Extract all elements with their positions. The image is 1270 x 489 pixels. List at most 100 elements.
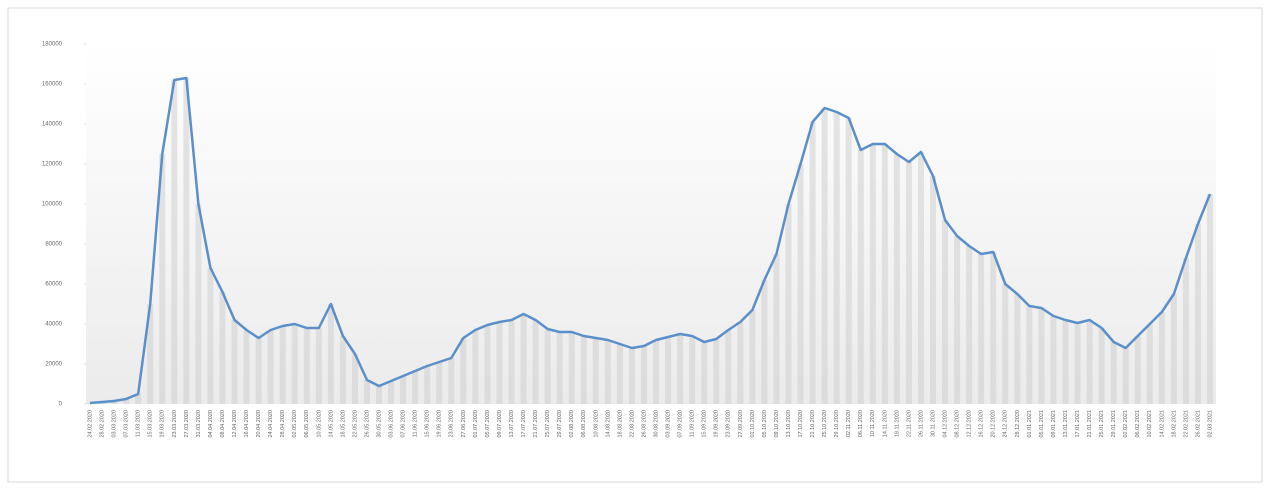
bar [869,144,876,404]
bar [183,78,190,404]
x-tick-label: 23.03.2020 [172,410,178,438]
x-tick-label: 14.05.2020 [328,410,334,438]
x-tick-label: 13.10.2020 [786,410,792,438]
x-tick-label: 20.12.2020 [991,410,997,438]
x-tick-label: 27.03.2020 [184,410,190,438]
bar [1086,320,1093,404]
x-tick-label: 14.11.2020 [882,410,888,437]
y-tick-label: 120000 [42,162,63,168]
bar [219,292,226,404]
bar [388,381,395,404]
x-tick-label: 28.12.2020 [1015,410,1021,438]
bar [930,176,937,404]
x-tick-label: 02.08.2020 [569,410,575,438]
bar [363,380,370,404]
bar [689,336,696,404]
x-tick-label: 19.09.2020 [714,410,720,438]
x-tick-label: 22.05.2020 [352,410,358,438]
y-tick-label: 40000 [45,322,62,328]
bar [1158,312,1165,404]
x-tick-label: 31.03.2020 [196,410,202,438]
x-tick-label: 27.09.2020 [738,410,744,438]
x-tick-label: 03.06.2020 [389,410,395,438]
x-tick-label: 29.10.2020 [834,410,840,438]
x-tick-label: 02.05.2020 [292,410,298,438]
x-tick-label: 24.02.2020 [87,410,93,438]
bar [448,358,455,404]
x-tick-label: 16.04.2020 [244,410,250,438]
bar [460,338,467,404]
bar [351,354,358,404]
bar [857,150,864,404]
bar [701,342,708,404]
x-tick-label: 16.12.2020 [979,410,985,438]
y-tick-label: 160000 [42,82,63,88]
y-tick-label: 80000 [45,242,62,248]
bar [881,144,888,404]
bar [1050,316,1057,404]
x-tick-label: 10.05.2020 [316,410,322,438]
x-tick-label: 14.02.2021 [1159,410,1165,438]
bar [677,334,684,404]
x-tick-label: 02.11.2020 [846,410,852,437]
x-tick-label: 09.10.2020 [774,410,780,438]
series-line [89,76,1212,405]
bar [315,328,322,404]
plot-area [86,44,1216,404]
bar [917,152,924,404]
x-tick-label: 02.03.2021 [1207,410,1213,438]
bar [749,310,756,404]
bar [243,330,250,404]
x-tick-label: 03.09.2020 [666,410,672,438]
x-tick-label: 26.05.2020 [364,410,370,438]
x-tick-label: 11.03.2020 [136,410,142,437]
x-tick-label: 22.11.2020 [906,410,912,437]
x-tick-label: 28.02.2020 [99,410,105,438]
bar [147,304,154,404]
bar [1170,294,1177,404]
bar [1146,324,1153,404]
x-tick-label: 06.08.2020 [581,410,587,438]
bar [472,330,479,404]
bar [1014,294,1021,404]
x-tick-label: 13.01.2021 [1063,410,1069,438]
x-tick-label: 09.07.2020 [497,410,503,438]
x-tick-label: 15.06.2020 [425,410,431,438]
x-tick-label: 07.09.2020 [678,410,684,438]
x-tick-label: 17.07.2020 [521,410,527,438]
bar [484,325,491,404]
bar [893,154,900,404]
bar [171,80,178,404]
bar [797,164,804,404]
x-tick-label: 18.11.2020 [894,410,900,437]
x-tick-label: 03.03.2020 [112,410,118,438]
x-tick-label: 01.10.2020 [750,410,756,438]
bar [400,376,407,404]
x-tick-label: 19.06.2020 [437,410,443,438]
bar [809,122,816,404]
bar [580,336,587,404]
x-tick-label: 17.01.2021 [1075,410,1081,438]
x-tick-label: 04.12.2020 [943,410,949,438]
x-tick-label: 24.04.2020 [268,410,274,438]
bar [665,337,672,404]
bar [327,304,334,404]
x-tick-label: 24.12.2020 [1003,410,1009,438]
bar [942,220,949,404]
bar [532,320,539,404]
bar [291,324,298,404]
bar [628,348,635,404]
bar [267,330,274,404]
x-tick-label: 18.02.2021 [1171,410,1177,438]
x-tick-label: 25.10.2020 [822,410,828,438]
bar [1134,336,1141,404]
bar [255,338,262,404]
bar [1182,258,1189,404]
bar [954,236,961,404]
x-tick-label: 11.09.2020 [690,410,696,437]
x-tick-label: 30.11.2020 [930,410,936,437]
x-tick-label: 05.01.2021 [1039,410,1045,438]
x-tick-label: 13.07.2020 [509,410,515,438]
x-tick-label: 17.10.2020 [798,410,804,438]
y-tick-label: 0 [59,402,63,408]
